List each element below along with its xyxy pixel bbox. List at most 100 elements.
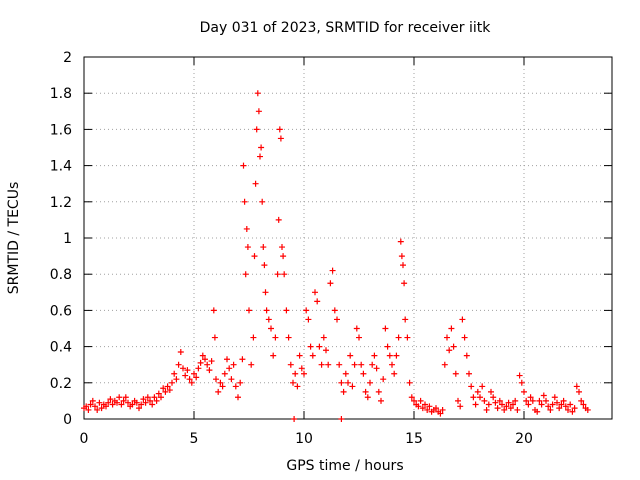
data-point bbox=[499, 401, 505, 408]
data-point bbox=[536, 397, 543, 404]
data-point bbox=[578, 397, 585, 404]
data-point bbox=[351, 361, 358, 368]
data-point bbox=[182, 372, 189, 379]
data-point bbox=[274, 271, 281, 278]
x-tick-label: 0 bbox=[80, 431, 89, 447]
data-point bbox=[525, 401, 532, 408]
data-point bbox=[257, 153, 263, 160]
data-point bbox=[180, 365, 186, 372]
data-point bbox=[360, 370, 367, 377]
data-point bbox=[133, 399, 140, 406]
data-point bbox=[463, 352, 470, 359]
data-point bbox=[441, 361, 448, 368]
data-point bbox=[173, 376, 180, 383]
data-point bbox=[105, 399, 112, 406]
data-point bbox=[318, 361, 325, 368]
data-point bbox=[261, 262, 268, 269]
data-point bbox=[94, 406, 101, 413]
data-point bbox=[384, 343, 391, 350]
data-point bbox=[228, 376, 235, 383]
data-point bbox=[281, 271, 288, 278]
data-point bbox=[470, 394, 477, 401]
data-point bbox=[481, 397, 488, 404]
data-point bbox=[338, 416, 345, 422]
data-point bbox=[217, 379, 224, 386]
data-point bbox=[312, 289, 318, 296]
data-point bbox=[404, 334, 411, 341]
data-point bbox=[230, 361, 237, 368]
data-point bbox=[210, 307, 217, 314]
data-point bbox=[301, 370, 307, 377]
data-point bbox=[382, 325, 389, 332]
data-point bbox=[444, 334, 450, 341]
data-point bbox=[85, 406, 92, 413]
data-point bbox=[398, 253, 405, 260]
data-point bbox=[305, 316, 312, 323]
data-point bbox=[224, 356, 230, 363]
data-point bbox=[307, 343, 314, 350]
data-point bbox=[202, 356, 208, 363]
data-point bbox=[275, 216, 282, 223]
data-point bbox=[285, 334, 292, 341]
data-point bbox=[545, 403, 552, 410]
data-point bbox=[452, 370, 459, 377]
data-point bbox=[219, 383, 226, 390]
data-point bbox=[280, 253, 287, 260]
data-point bbox=[188, 379, 195, 386]
data-point bbox=[380, 376, 387, 383]
data-point bbox=[164, 383, 171, 390]
data-point bbox=[292, 370, 299, 377]
x-tick-label: 20 bbox=[515, 431, 533, 447]
data-point bbox=[439, 406, 446, 413]
data-point bbox=[558, 401, 565, 408]
data-point bbox=[277, 135, 284, 142]
data-point bbox=[391, 370, 398, 377]
data-point bbox=[235, 394, 241, 401]
data-point bbox=[411, 397, 417, 404]
data-point bbox=[501, 406, 508, 413]
data-point bbox=[263, 307, 270, 314]
data-point bbox=[496, 397, 503, 404]
data-point bbox=[490, 394, 497, 401]
data-point bbox=[417, 397, 424, 404]
data-point bbox=[549, 401, 556, 408]
data-point bbox=[408, 394, 415, 401]
data-point bbox=[327, 280, 334, 287]
data-point bbox=[547, 406, 554, 413]
data-point bbox=[375, 388, 382, 395]
data-point bbox=[140, 396, 147, 403]
data-point bbox=[516, 372, 523, 379]
x-tick-label: 10 bbox=[295, 431, 313, 447]
data-point bbox=[213, 376, 219, 383]
data-point bbox=[144, 394, 151, 401]
data-point bbox=[309, 352, 316, 359]
data-point bbox=[336, 361, 343, 368]
data-point bbox=[389, 361, 395, 368]
data-point bbox=[226, 365, 233, 372]
data-point bbox=[186, 376, 193, 383]
data-point bbox=[237, 379, 244, 386]
data-point bbox=[345, 379, 351, 386]
data-point bbox=[477, 394, 483, 401]
data-point bbox=[254, 90, 261, 97]
y-tick-label: 0 bbox=[63, 412, 72, 428]
data-point bbox=[485, 401, 492, 408]
data-point bbox=[514, 406, 521, 413]
data-point bbox=[316, 343, 323, 350]
data-point bbox=[208, 358, 215, 365]
data-point bbox=[479, 383, 486, 390]
data-point bbox=[543, 397, 549, 404]
data-point bbox=[329, 267, 336, 274]
data-point bbox=[503, 403, 510, 410]
data-point bbox=[437, 410, 444, 417]
data-point bbox=[259, 198, 266, 205]
data-point bbox=[98, 405, 105, 412]
data-point bbox=[510, 401, 516, 408]
data-point bbox=[573, 383, 580, 390]
data-point bbox=[175, 361, 182, 368]
data-point bbox=[151, 394, 158, 401]
data-point bbox=[576, 388, 582, 395]
data-point bbox=[554, 399, 560, 406]
data-point bbox=[283, 307, 290, 314]
